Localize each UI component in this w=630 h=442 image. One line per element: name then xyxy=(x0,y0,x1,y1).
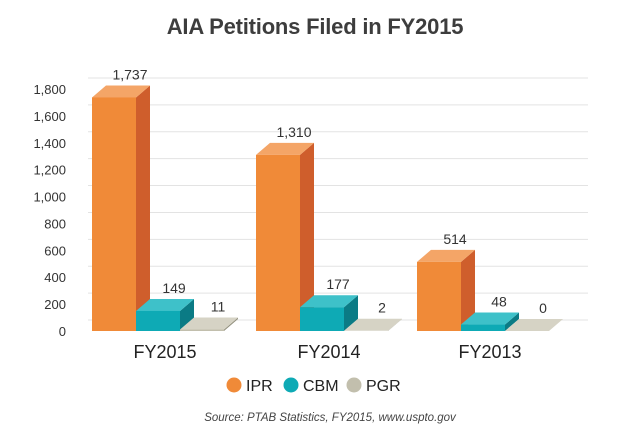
x-axis-categories: FY2015 FY2014 FY2013 xyxy=(133,342,521,362)
y-tick-label: 0 xyxy=(59,324,66,339)
legend-item-pgr: PGR xyxy=(346,377,401,395)
bar-front xyxy=(256,154,300,331)
y-tick-label: 400 xyxy=(44,270,66,285)
bar-pgr-fy2015 xyxy=(180,317,238,331)
bar-cbm-fy2014 xyxy=(300,295,358,331)
bar-top xyxy=(256,142,314,155)
source-note: Source: PTAB Statistics, FY2015, www.usp… xyxy=(204,412,456,424)
legend-swatch xyxy=(226,377,242,393)
y-tick-label: 1,600 xyxy=(33,109,66,124)
bar-ipr-fy2013 xyxy=(417,249,475,331)
x-category-label: FY2014 xyxy=(297,342,360,362)
data-label: 149 xyxy=(162,280,186,296)
legend-label: PGR xyxy=(366,378,401,395)
bar-side xyxy=(180,298,194,331)
bar-side xyxy=(136,85,150,331)
bar-front xyxy=(300,307,344,331)
bar-side xyxy=(344,295,358,331)
legend-label: IPR xyxy=(246,378,273,395)
data-label: 11 xyxy=(211,299,226,315)
bar-top xyxy=(300,295,358,308)
y-tick-label: 800 xyxy=(44,216,66,231)
x-category-label: FY2013 xyxy=(458,342,521,362)
bar-top xyxy=(461,312,519,325)
legend-item-ipr: IPR xyxy=(226,377,273,395)
bar-top xyxy=(505,319,563,331)
bars xyxy=(92,85,563,331)
data-label: 0 xyxy=(539,300,547,316)
bar-ipr-fy2014 xyxy=(256,142,314,331)
legend-swatch xyxy=(283,377,299,393)
legend: IPR CBM PGR xyxy=(226,377,401,395)
bar-front xyxy=(136,310,180,331)
bar-side xyxy=(505,312,519,331)
bar-pgr-fy2014 xyxy=(344,318,402,331)
bar-top xyxy=(180,317,238,330)
y-tick-label: 1,800 xyxy=(33,82,66,97)
bar-cbm-fy2013 xyxy=(461,312,519,331)
data-label: 514 xyxy=(443,231,467,247)
legend-label: CBM xyxy=(303,378,339,395)
data-label: 2 xyxy=(378,300,386,316)
bar-side xyxy=(461,249,475,331)
y-tick-label: 1,400 xyxy=(33,136,66,151)
data-label: 1,310 xyxy=(276,124,311,140)
bar-side xyxy=(300,142,314,331)
data-labels: 1,737 149 11 1,310 177 2 514 48 0 xyxy=(112,66,547,316)
data-label: 177 xyxy=(326,276,350,292)
bar-top xyxy=(92,85,150,98)
data-label: 1,737 xyxy=(112,66,147,82)
bar-front xyxy=(461,324,505,331)
bar-front xyxy=(180,329,224,331)
bar-side xyxy=(388,318,402,331)
data-label: 48 xyxy=(491,294,507,310)
legend-item-cbm: CBM xyxy=(283,377,339,395)
y-axis: 0 200 400 600 800 1,000 1,200 1,400 1,600 1,800 xyxy=(33,82,66,339)
y-tick-label: 1,200 xyxy=(33,163,66,178)
y-tick-label: 600 xyxy=(44,243,66,258)
bar-cbm-fy2015 xyxy=(136,298,194,331)
gridlines xyxy=(88,77,588,321)
chart-title: AIA Petitions Filed in FY2015 xyxy=(166,14,464,39)
bar-pgr-fy2013 xyxy=(505,319,563,331)
x-category-label: FY2015 xyxy=(133,342,196,362)
bar-top xyxy=(344,318,402,331)
bar-top xyxy=(136,298,194,311)
bar-side xyxy=(224,317,238,331)
y-tick-label: 1,000 xyxy=(33,190,66,205)
bar-front xyxy=(92,97,136,331)
bar-ipr-fy2015 xyxy=(92,85,150,331)
legend-swatch xyxy=(346,377,362,393)
bar-front xyxy=(417,261,461,331)
y-tick-label: 200 xyxy=(44,297,66,312)
bar-top xyxy=(417,249,475,262)
